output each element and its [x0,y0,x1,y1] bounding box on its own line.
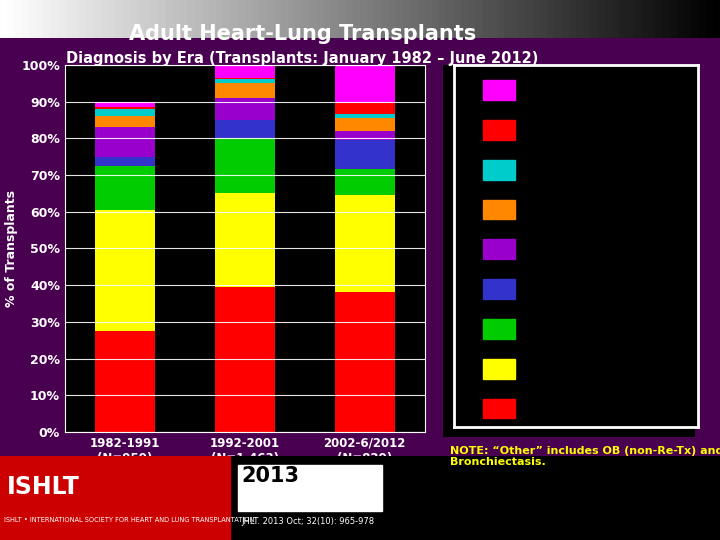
Bar [483,319,515,339]
Bar [215,98,275,120]
Bar [335,118,395,131]
Bar [215,79,275,83]
Text: Adult Heart-Lung Transplants: Adult Heart-Lung Transplants [129,24,476,44]
Bar [95,157,155,166]
Bar [335,114,395,118]
Text: NOTE: “Other” includes OB (non-Re-Tx) and
Bronchiectasis.: NOTE: “Other” includes OB (non-Re-Tx) an… [450,446,720,467]
Bar [95,102,155,107]
Bar [95,116,155,127]
Bar [215,120,275,138]
Bar [335,131,395,140]
Bar [95,127,155,157]
Bar [483,359,515,379]
Bar [95,166,155,210]
Bar [335,103,395,114]
Bar [483,120,515,140]
Bar [215,193,275,287]
Y-axis label: % of Transplants: % of Transplants [6,190,19,307]
Bar [335,195,395,293]
Bar [335,140,395,170]
Bar [95,210,155,331]
Text: ISHLT • INTERNATIONAL SOCIETY FOR HEART AND LUNG TRANSPLANTATION: ISHLT • INTERNATIONAL SOCIETY FOR HEART … [4,517,254,523]
Bar [215,138,275,193]
Text: 2013: 2013 [241,467,300,487]
Bar [483,239,515,259]
Bar [335,170,395,195]
Bar [335,293,395,432]
Text: JHLT. 2013 Oct; 32(10): 965-978: JHLT. 2013 Oct; 32(10): 965-978 [241,517,374,525]
Text: ISHLT: ISHLT [7,475,80,499]
Bar [215,83,275,98]
Bar [238,464,382,511]
Bar [335,65,395,103]
Bar [95,109,155,116]
Bar [483,160,515,180]
Bar [483,200,515,219]
Bar [215,78,275,79]
Text: Diagnosis by Era (Transplants: January 1982 – June 2012): Diagnosis by Era (Transplants: January 1… [66,51,539,66]
Bar [215,65,275,78]
Bar [215,287,275,432]
Bar [483,399,515,418]
Bar [95,107,155,109]
Bar [483,279,515,299]
Bar [0,456,230,540]
Bar [95,331,155,432]
Bar [483,80,515,100]
